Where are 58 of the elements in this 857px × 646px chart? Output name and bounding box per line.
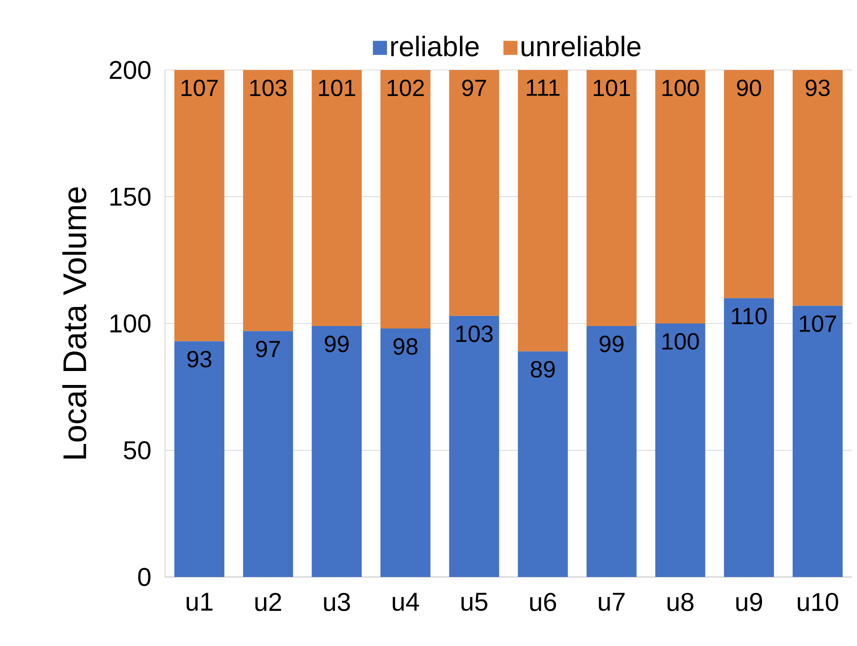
y-tick-label: 200 xyxy=(110,60,150,80)
x-tick-label: u7 xyxy=(598,592,625,611)
bar xyxy=(586,70,637,326)
legend-label: unreliable xyxy=(522,36,640,56)
data-label: 93 xyxy=(806,80,830,96)
bar xyxy=(449,70,500,316)
bar xyxy=(792,306,843,577)
data-label: 99 xyxy=(600,336,624,352)
x-tick-label: u4 xyxy=(392,592,420,611)
bar xyxy=(449,316,500,577)
data-label: 107 xyxy=(800,315,836,332)
data-label: 97 xyxy=(462,80,486,96)
bar xyxy=(724,298,774,577)
y-axis-title: Local Data Volume xyxy=(62,187,86,458)
x-tick-label: u10 xyxy=(798,592,838,612)
data-label: 102 xyxy=(388,80,424,96)
bar xyxy=(243,331,294,577)
data-label: 89 xyxy=(530,360,555,378)
x-tick-label: u5 xyxy=(461,592,488,611)
data-label: 103 xyxy=(456,325,493,342)
data-label: 103 xyxy=(250,80,287,96)
data-label: 98 xyxy=(394,338,418,355)
x-tick-label: u3 xyxy=(324,592,350,612)
x-tick-label: u2 xyxy=(255,592,282,612)
bar xyxy=(724,70,774,298)
bar xyxy=(312,326,362,577)
bar xyxy=(380,328,430,577)
data-label: 110 xyxy=(732,308,767,324)
bar xyxy=(174,70,224,342)
bar xyxy=(792,70,843,306)
data-label: 101 xyxy=(594,80,630,96)
data-label: 99 xyxy=(324,336,349,352)
data-label: 107 xyxy=(182,80,218,96)
data-label: 100 xyxy=(662,333,699,350)
data-label: 101 xyxy=(318,80,356,96)
bar xyxy=(518,70,568,352)
bar xyxy=(655,70,706,324)
y-tick-label: 150 xyxy=(110,188,150,206)
data-label: 90 xyxy=(737,80,762,96)
bar xyxy=(518,351,568,577)
bar xyxy=(586,326,637,577)
bar xyxy=(380,70,430,329)
x-tick-label: u6 xyxy=(530,592,556,612)
y-tick-label: 0 xyxy=(138,568,150,586)
x-tick-label: u9 xyxy=(736,592,762,612)
bar xyxy=(243,70,294,332)
data-label: 97 xyxy=(256,340,280,358)
bar xyxy=(655,323,706,577)
bar xyxy=(174,341,224,577)
y-tick-label: 100 xyxy=(110,314,150,333)
x-tick-label: u8 xyxy=(668,592,694,612)
data-label: 111 xyxy=(526,80,560,96)
data-label: 100 xyxy=(662,80,699,96)
x-tick-label: u1 xyxy=(186,592,212,611)
bar xyxy=(312,70,362,326)
data-label: 93 xyxy=(187,350,212,368)
legend-label: reliable xyxy=(391,36,479,56)
y-tick-label: 50 xyxy=(124,441,150,460)
